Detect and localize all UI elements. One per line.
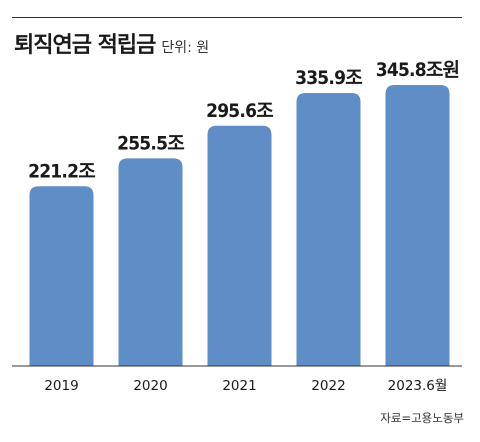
unit-label: 단위: 원 — [161, 40, 210, 56]
title-row: 퇴직연금 적립금 단위: 원 — [14, 27, 209, 59]
value-label: 345.8조원 — [376, 59, 459, 81]
value-label: 255.5조 — [117, 132, 184, 154]
value-label: 295.6조 — [206, 100, 273, 122]
bar-2021 — [207, 125, 272, 367]
chart-title: 퇴직연금 적립금 — [14, 33, 156, 58]
source-label: 자료=고용노동부 — [380, 411, 464, 425]
value-label: 221.2조 — [28, 160, 95, 182]
x-tick-label: 2022 — [311, 378, 345, 394]
x-tick-label: 2019 — [44, 378, 78, 394]
bar-2020 — [118, 158, 183, 366]
bar-2019 — [29, 186, 94, 366]
x-tick-label: 2020 — [133, 378, 167, 394]
x-tick-label: 2021 — [222, 378, 256, 394]
value-label: 335.9조 — [295, 67, 362, 89]
top-rule — [12, 17, 462, 18]
bar-2023.6월 — [385, 85, 450, 366]
bar-2022 — [296, 93, 361, 366]
x-tick-label: 2023.6월 — [388, 378, 448, 394]
